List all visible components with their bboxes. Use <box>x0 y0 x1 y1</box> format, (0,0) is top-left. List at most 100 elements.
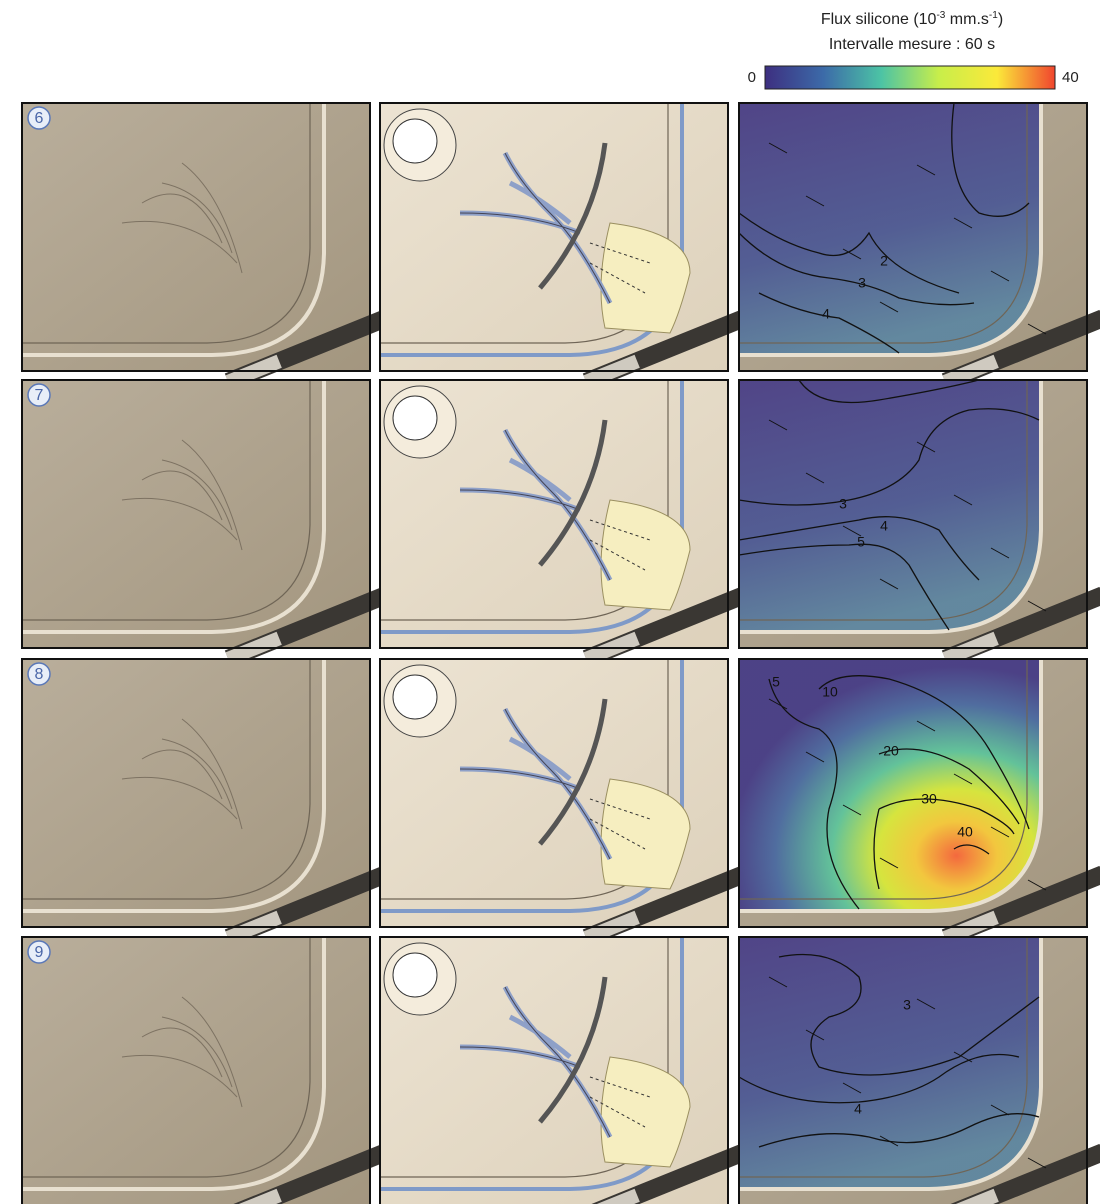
panel-bg <box>22 103 370 371</box>
title-part: ) <box>998 11 1003 28</box>
panel: 3 45 <box>738 379 1100 668</box>
contour-line <box>738 516 980 581</box>
contour-label: 3 <box>839 496 847 512</box>
sun-core <box>392 395 438 441</box>
branch-outline <box>459 708 611 860</box>
plate-edge <box>22 380 326 634</box>
contour-line <box>951 102 1030 217</box>
plate-edge-inner <box>739 103 1028 344</box>
fault <box>589 1076 651 1128</box>
channels <box>121 439 243 551</box>
panel-border <box>21 658 371 928</box>
title-sup: -1 <box>989 10 998 21</box>
colorbar <box>764 65 1056 90</box>
colorbar-min: 0 <box>748 69 756 86</box>
flow-arrow <box>879 578 899 590</box>
panel <box>379 936 748 1204</box>
plate-edge-inner <box>22 937 311 1178</box>
contour-line <box>738 212 960 294</box>
flow-arrow <box>916 164 936 176</box>
flow-arrow <box>879 1135 899 1147</box>
flow-arrow <box>842 804 862 816</box>
yellow-lobe <box>600 499 691 611</box>
panel: 34 <box>738 936 1100 1204</box>
plate-edge <box>739 937 1043 1191</box>
plate-edge <box>22 103 326 357</box>
row-label: 6 <box>35 110 44 127</box>
plate-edge <box>739 380 1043 634</box>
branch-outline <box>459 152 611 304</box>
flow-arrow <box>768 419 788 431</box>
contour-label: 4 <box>880 518 888 534</box>
sun-core <box>392 674 438 720</box>
flow-arrow <box>1027 879 1047 891</box>
tool <box>224 1143 390 1204</box>
panel-border <box>738 658 1088 928</box>
colorbar-subtitle: Intervalle mesure : 60 s <box>829 36 995 53</box>
plate-edge-inner <box>739 659 1028 900</box>
ridge <box>538 976 608 1124</box>
panel: 7 <box>21 379 390 668</box>
flux-field <box>739 380 1041 632</box>
contour-label: 3 <box>903 997 911 1013</box>
colorbar-max: 40 <box>1062 69 1079 86</box>
panel-border <box>379 658 729 928</box>
row-label: 8 <box>35 666 44 683</box>
panel: 8 <box>21 658 390 947</box>
contour-label: 2 <box>880 253 888 269</box>
channels <box>121 996 243 1108</box>
flux-field <box>739 659 1041 911</box>
flow-arrow <box>953 494 973 506</box>
flow-arrow <box>953 1051 973 1063</box>
contour-line <box>953 844 990 855</box>
panel-border <box>738 936 1088 1204</box>
plate-edge-inner <box>739 937 1028 1178</box>
ridge <box>538 419 608 567</box>
contour-label: 20 <box>883 743 899 759</box>
panel-border <box>21 379 371 649</box>
panel-border <box>21 936 371 1204</box>
title-part: mm.s <box>945 11 989 28</box>
plate-edge-inner <box>22 380 311 621</box>
row-label: 9 <box>35 944 44 961</box>
panel-border <box>738 379 1088 649</box>
colorbar-title: Flux silicone (10-3 mm.s-1) <box>821 10 1003 29</box>
contour-line <box>738 543 950 631</box>
flow-arrow <box>990 1104 1010 1116</box>
flow-arrow <box>916 998 936 1010</box>
tool-tip <box>583 1188 640 1204</box>
ridge <box>538 142 608 290</box>
plate-edge-inner <box>22 103 311 344</box>
flow-arrow <box>805 472 825 484</box>
panel <box>379 102 748 391</box>
panel: 9 <box>21 936 390 1204</box>
flow-arrow <box>953 217 973 229</box>
contour-line <box>778 953 1040 1076</box>
tool-tip <box>942 1188 999 1204</box>
panel-border <box>379 936 729 1204</box>
panel-border <box>21 102 371 372</box>
contour-label: 5 <box>857 534 865 550</box>
flow-arrow <box>768 698 788 710</box>
flow-arrow <box>953 773 973 785</box>
flux-field <box>739 937 1041 1189</box>
flow-arrow <box>768 976 788 988</box>
panel-bg <box>22 380 370 648</box>
contour-line <box>758 1113 1040 1148</box>
contour-label: 30 <box>921 791 937 807</box>
row-badge <box>27 383 51 407</box>
contour-label: 10 <box>822 684 838 700</box>
panel <box>379 379 748 668</box>
panel-border <box>379 379 729 649</box>
plate-edge <box>22 659 326 913</box>
panel <box>379 658 748 947</box>
panel: 6 <box>21 102 390 391</box>
panel: 5 10 20 30 40 <box>738 658 1100 947</box>
yellow-lobe <box>600 222 691 334</box>
panel-border <box>738 102 1088 372</box>
plate-edge <box>739 659 1043 913</box>
flow-arrow <box>842 248 862 260</box>
flux-field <box>739 103 1041 355</box>
flow-arrow <box>1027 323 1047 335</box>
title-sup: -3 <box>936 10 945 21</box>
